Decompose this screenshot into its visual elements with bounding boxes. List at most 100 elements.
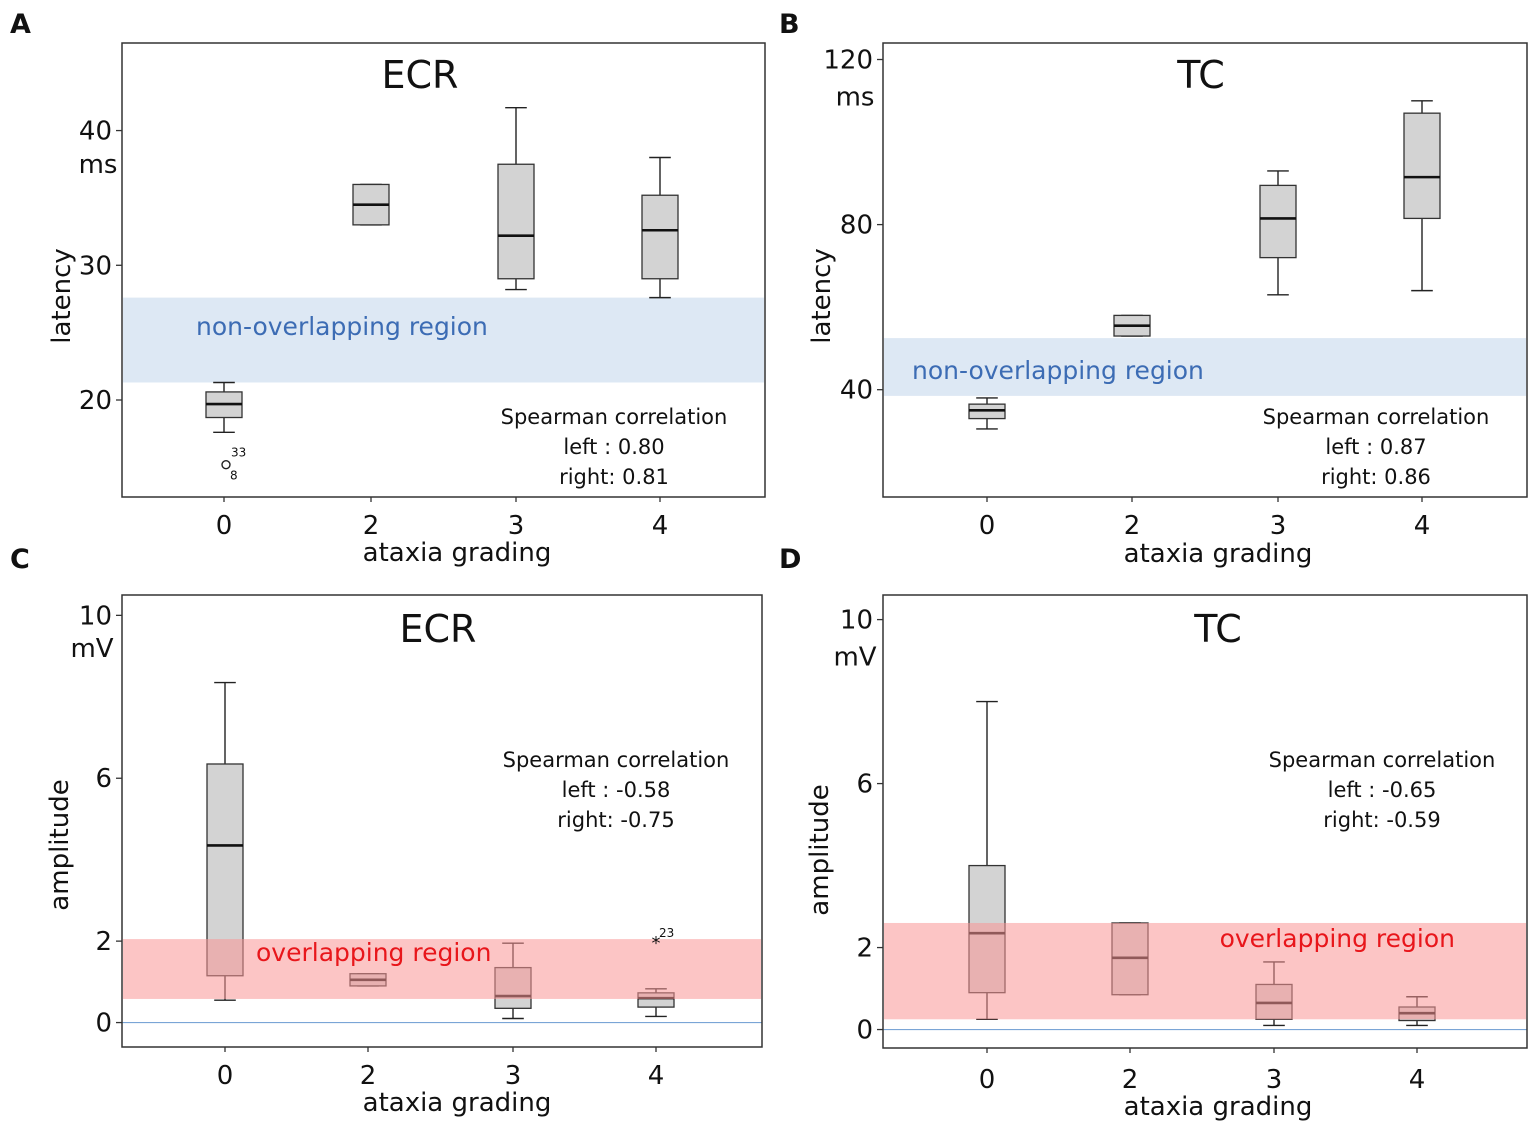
x-tick-label: 3 bbox=[1266, 1065, 1283, 1095]
x-tick-label: 0 bbox=[217, 1061, 234, 1091]
x-tick-label: 2 bbox=[1124, 511, 1141, 541]
y-tick-label: 10 bbox=[840, 606, 873, 636]
panel-letter: A bbox=[10, 9, 31, 40]
y-tick-label: 6 bbox=[95, 764, 112, 794]
x-tick-label: 4 bbox=[1409, 1065, 1426, 1095]
panel-letter: C bbox=[10, 544, 30, 575]
y-tick-label: 0 bbox=[856, 1016, 873, 1046]
box-2 bbox=[1113, 314, 1151, 337]
plot-frame bbox=[882, 594, 1528, 1049]
y-unit-label: ms bbox=[836, 83, 875, 113]
box-iqr bbox=[497, 163, 535, 280]
box-iqr bbox=[1259, 184, 1297, 259]
chart-title: ECR bbox=[400, 607, 477, 651]
box-2 bbox=[352, 183, 390, 226]
region-label: non-overlapping region bbox=[196, 312, 488, 341]
chart-title: TC bbox=[1193, 607, 1242, 651]
panel-letter: D bbox=[779, 544, 801, 575]
x-tick-label: 4 bbox=[652, 511, 669, 541]
correlation-right: right: 0.81 bbox=[559, 465, 669, 489]
y-tick-label: 20 bbox=[79, 386, 112, 416]
correlation-annotation: Spearman correlation left : 0.87 right: 0.… bbox=[1263, 405, 1490, 489]
plot-frame bbox=[121, 42, 766, 498]
y-tick-label: 2 bbox=[856, 934, 873, 964]
x-tick-label: 3 bbox=[508, 511, 525, 541]
outlier-label: 23 bbox=[659, 926, 674, 940]
correlation-annotation: Spearman correlation left : 0.80 right: 0.… bbox=[501, 405, 728, 489]
plot-frame bbox=[882, 42, 1528, 498]
box-iqr bbox=[1403, 112, 1441, 220]
box-0 bbox=[205, 381, 243, 434]
panel-b: B 40 80 120 ms latency 0 2 3 4 ataxia grading TC non… bbox=[779, 9, 1528, 569]
y-tick-label: 10 bbox=[79, 601, 112, 631]
correlation-annotation: Spearman correlation left : -0.58 right: -… bbox=[503, 748, 730, 832]
correlation-heading: Spearman correlation bbox=[1269, 748, 1496, 772]
outlier-label: 8 bbox=[230, 469, 238, 483]
x-tick-label: 0 bbox=[979, 1065, 996, 1095]
y-axis-label: amplitude bbox=[45, 779, 75, 910]
region-band bbox=[884, 338, 1526, 396]
y-tick-label: 120 bbox=[823, 46, 873, 76]
y-unit-label: ms bbox=[79, 150, 118, 180]
x-tick-label: 3 bbox=[505, 1061, 522, 1091]
box-0 bbox=[968, 397, 1006, 430]
x-tick-label: 2 bbox=[363, 511, 380, 541]
chart-title: ECR bbox=[382, 53, 459, 97]
box-iqr bbox=[641, 194, 679, 280]
y-tick-label: 40 bbox=[840, 376, 873, 406]
region-label: non-overlapping region bbox=[912, 356, 1204, 385]
y-axis-label: latency bbox=[47, 248, 77, 344]
region-label: overlapping region bbox=[256, 938, 491, 967]
x-tick-label: 0 bbox=[979, 511, 996, 541]
box-3 bbox=[1259, 170, 1297, 296]
box-4 bbox=[1403, 100, 1441, 292]
correlation-heading: Spearman correlation bbox=[1263, 405, 1490, 429]
x-axis-label: ataxia grading bbox=[363, 1088, 552, 1118]
x-tick-label: 0 bbox=[216, 511, 233, 541]
y-unit-label: mV bbox=[833, 642, 876, 672]
correlation-left: left : 0.87 bbox=[1325, 435, 1426, 459]
region-label: overlapping region bbox=[1220, 924, 1455, 953]
x-tick-label: 4 bbox=[1414, 511, 1431, 541]
box-4 bbox=[641, 156, 679, 299]
correlation-right: right: -0.75 bbox=[557, 808, 674, 832]
y-tick-label: 40 bbox=[79, 117, 112, 147]
x-axis-label: ataxia grading bbox=[1124, 539, 1313, 569]
outlier-marker bbox=[221, 459, 231, 470]
correlation-left: left : 0.80 bbox=[563, 435, 664, 459]
region-band bbox=[123, 939, 761, 999]
panel-d: D 0 2 6 10 mV amplitude 0 2 3 4 ataxia grading TC ove… bbox=[779, 544, 1528, 1122]
outlier-marker: * bbox=[652, 933, 661, 954]
y-tick-label: 0 bbox=[95, 1009, 112, 1039]
y-tick-label: 6 bbox=[856, 770, 873, 800]
y-axis-label: amplitude bbox=[805, 784, 835, 915]
correlation-heading: Spearman correlation bbox=[501, 405, 728, 429]
region-band bbox=[123, 297, 764, 383]
x-tick-label: 2 bbox=[360, 1061, 377, 1091]
outlier-label: 33 bbox=[231, 446, 246, 460]
outlier: 33 8 bbox=[221, 446, 246, 483]
panel-letter: B bbox=[779, 9, 800, 40]
x-axis-label: ataxia grading bbox=[1124, 1092, 1313, 1122]
y-unit-label: mV bbox=[70, 634, 113, 664]
chart-title: TC bbox=[1176, 53, 1225, 97]
correlation-right: right: 0.86 bbox=[1321, 465, 1431, 489]
y-axis-label: latency bbox=[807, 248, 837, 344]
x-tick-label: 2 bbox=[1122, 1065, 1139, 1095]
plot-frame bbox=[121, 594, 763, 1048]
box-3 bbox=[497, 106, 535, 291]
correlation-left: left : -0.58 bbox=[562, 778, 671, 802]
outlier: *23 bbox=[652, 926, 675, 954]
correlation-heading: Spearman correlation bbox=[503, 748, 730, 772]
y-tick-label: 80 bbox=[840, 211, 873, 241]
region-band bbox=[884, 922, 1526, 1020]
y-tick-label: 2 bbox=[95, 927, 112, 957]
correlation-left: left : -0.65 bbox=[1328, 778, 1437, 802]
correlation-right: right: -0.59 bbox=[1323, 808, 1440, 832]
x-axis-label: ataxia grading bbox=[363, 538, 552, 568]
x-tick-label: 3 bbox=[1270, 511, 1287, 541]
correlation-annotation: Spearman correlation left : -0.65 right: -… bbox=[1269, 748, 1496, 832]
